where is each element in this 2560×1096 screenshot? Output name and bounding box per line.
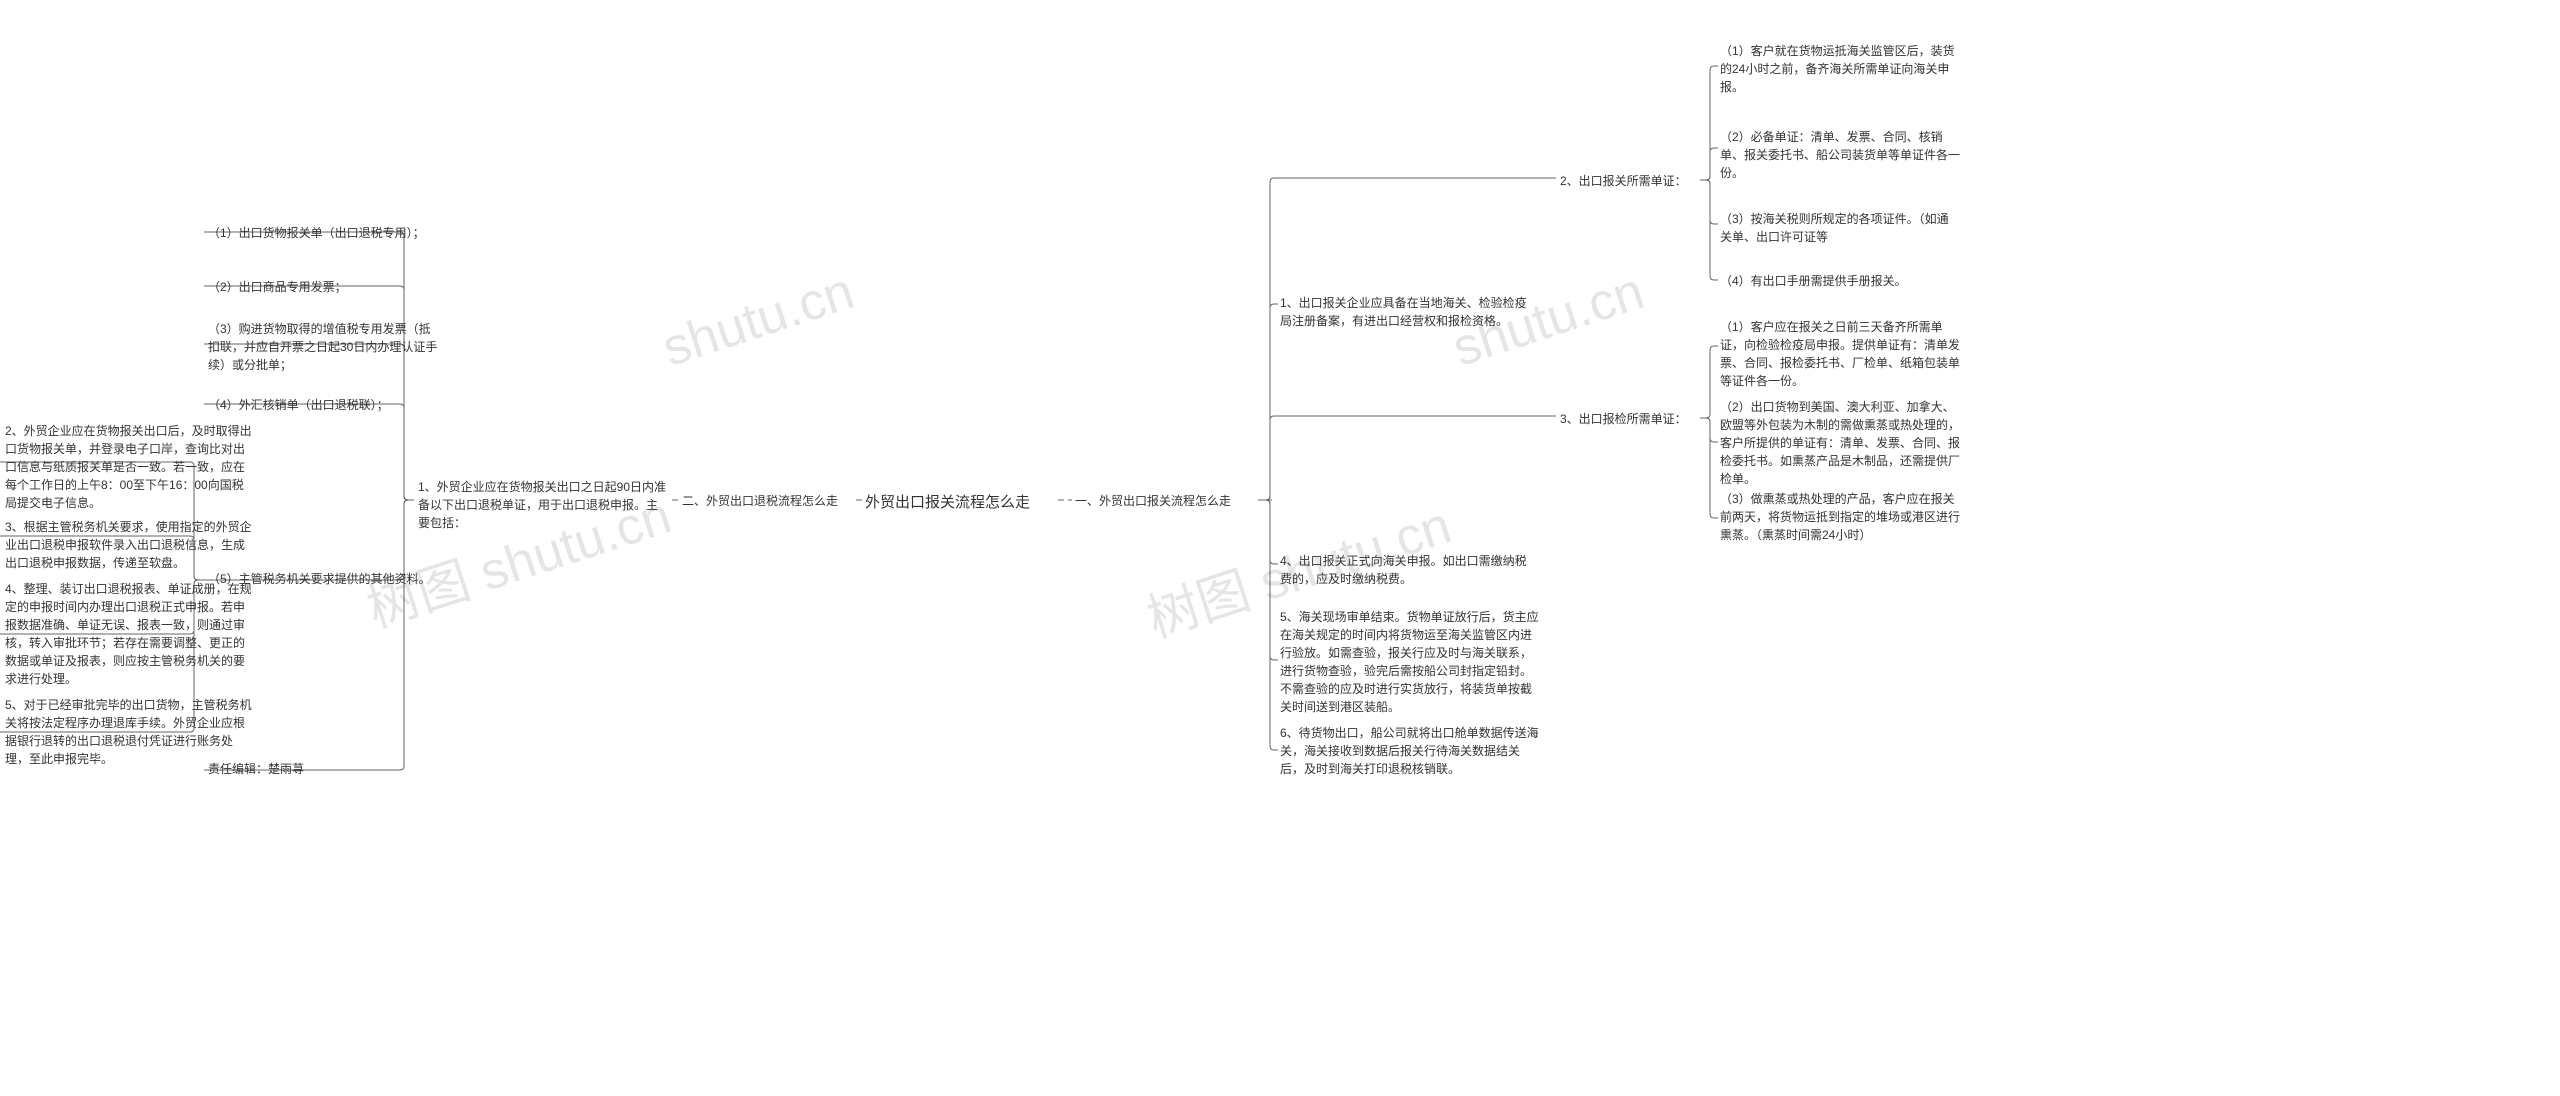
right-l2-4: 4、出口报关正式向海关申报。如出口需缴纳税费的，应及时缴纳税费。 (1280, 552, 1530, 588)
right-l3-2-label: 2、出口报关所需单证： (1560, 172, 1700, 190)
right-l2-6: 6、待货物出口，船公司就将出口舱单数据传送海关，海关接收到数据后报关行待海关数据… (1280, 724, 1540, 778)
right-l2-1: 1、出口报关企业应具备在当地海关、检验检疫局注册备案，有进出口经营权和报检资格。 (1280, 294, 1530, 330)
right-l3-2-item-3: （3）按海关税则所规定的各项证件。（如通关单、出口许可证等 (1720, 210, 1960, 246)
branch-left-title: 二、外贸出口退税流程怎么走 (682, 492, 852, 510)
center-title: 外贸出口报关流程怎么走 (865, 492, 1055, 515)
left-step-3: 3、根据主管税务机关要求，使用指定的外贸企业出口退税申报软件录入出口退税信息，生… (5, 518, 255, 572)
left-l2-intro: 1、外贸企业应在货物报关出口之日起90日内准备以下出口退税单证，用于出口退税申报… (418, 478, 668, 532)
left-doc-3: （3）购进货物取得的增值税专用发票（抵扣联，并应自开票之日起30日内办理认证手续… (208, 320, 438, 374)
right-l3-3-label: 3、出口报检所需单证： (1560, 410, 1700, 428)
left-step-4: 4、整理、装订出口退税报表、单证成册，在规定的申报时间内办理出口退税正式申报。若… (5, 580, 255, 688)
right-l3-2-item-2: （2）必备单证：清单、发票、合同、核销单、报关委托书、船公司装货单等单证件各一份… (1720, 128, 1960, 182)
right-l3-3-item-1: （1）客户应在报关之日前三天备齐所需单证，向检验检疫局申报。提供单证有：清单发票… (1720, 318, 1960, 390)
branch-right-title: 一、外贸出口报关流程怎么走 (1075, 492, 1255, 510)
left-doc-2: （2）出口商品专用发票； (208, 278, 438, 296)
left-step-2: 2、外贸企业应在货物报关出口后，及时取得出口货物报关单，并登录电子口岸，查询比对… (5, 422, 255, 512)
mindmap-connectors (0, 0, 2560, 1096)
left-step-5: 5、对于已经审批完毕的出口货物，主管税务机关将按法定程序办理退库手续。外贸企业应… (5, 696, 255, 768)
right-l2-5: 5、海关现场审单结束。货物单证放行后，货主应在海关规定的时间内将货物运至海关监管… (1280, 608, 1540, 716)
left-doc-4: （4）外汇核销单（出口退税联）； (208, 396, 438, 414)
right-l3-3-item-3: （3）做熏蒸或热处理的产品，客户应在报关前两天，将货物运抵到指定的堆场或港区进行… (1720, 490, 1960, 544)
right-l3-3-item-2: （2）出口货物到美国、澳大利亚、加拿大、欧盟等外包装为木制的需做熏蒸或热处理的，… (1720, 398, 1960, 488)
left-doc-1: （1）出口货物报关单（出口退税专用）； (208, 224, 438, 242)
right-l3-2-item-4: （4）有出口手册需提供手册报关。 (1720, 272, 1960, 290)
right-l3-2-item-1: （1）客户就在货物运抵海关监管区后，装货的24小时之前，备齐海关所需单证向海关申… (1720, 42, 1960, 96)
